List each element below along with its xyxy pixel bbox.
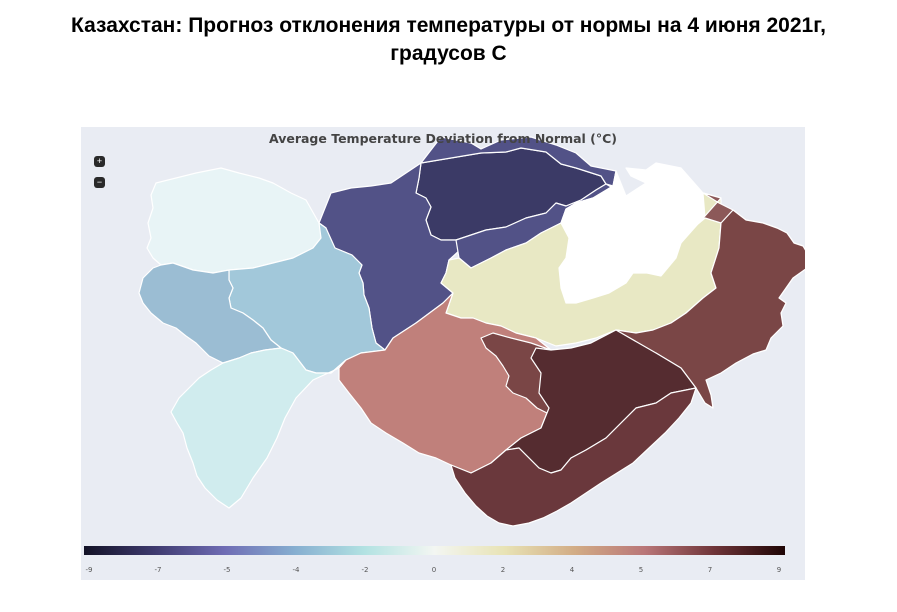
zoom-out-button[interactable]: − <box>94 177 105 188</box>
colorbar-tick-label: -5 <box>223 566 231 574</box>
colorbar-tick-label: 7 <box>707 566 713 574</box>
region-turkistan[interactable] <box>450 387 697 527</box>
colorbar-tick-label: 5 <box>638 566 644 574</box>
colorbar-tick-label: -4 <box>292 566 300 574</box>
colorbar-tick-label: -9 <box>85 566 93 574</box>
colorbar-tick-label: -2 <box>361 566 369 574</box>
region-mangystau[interactable] <box>170 347 377 509</box>
colorbar-tick-label: 0 <box>431 566 437 574</box>
colorbar-tick-label: 9 <box>776 566 782 574</box>
map-title: Average Temperature Deviation from Norma… <box>268 131 618 146</box>
colorbar-tick-label: 4 <box>569 566 575 574</box>
colorbar <box>84 546 785 555</box>
colorbar-tick-label: -7 <box>154 566 162 574</box>
page-title: Казахстан: Прогноз отклонения температур… <box>0 12 897 68</box>
map-panel[interactable]: Average Temperature Deviation from Norma… <box>81 127 805 580</box>
page-title-line1: Казахстан: Прогноз отклонения температур… <box>71 14 826 37</box>
choropleth-map[interactable] <box>81 127 805 580</box>
zoom-in-button[interactable]: + <box>94 156 105 167</box>
colorbar-tick-label: 2 <box>500 566 506 574</box>
page-title-line2: градусов С <box>390 42 507 65</box>
